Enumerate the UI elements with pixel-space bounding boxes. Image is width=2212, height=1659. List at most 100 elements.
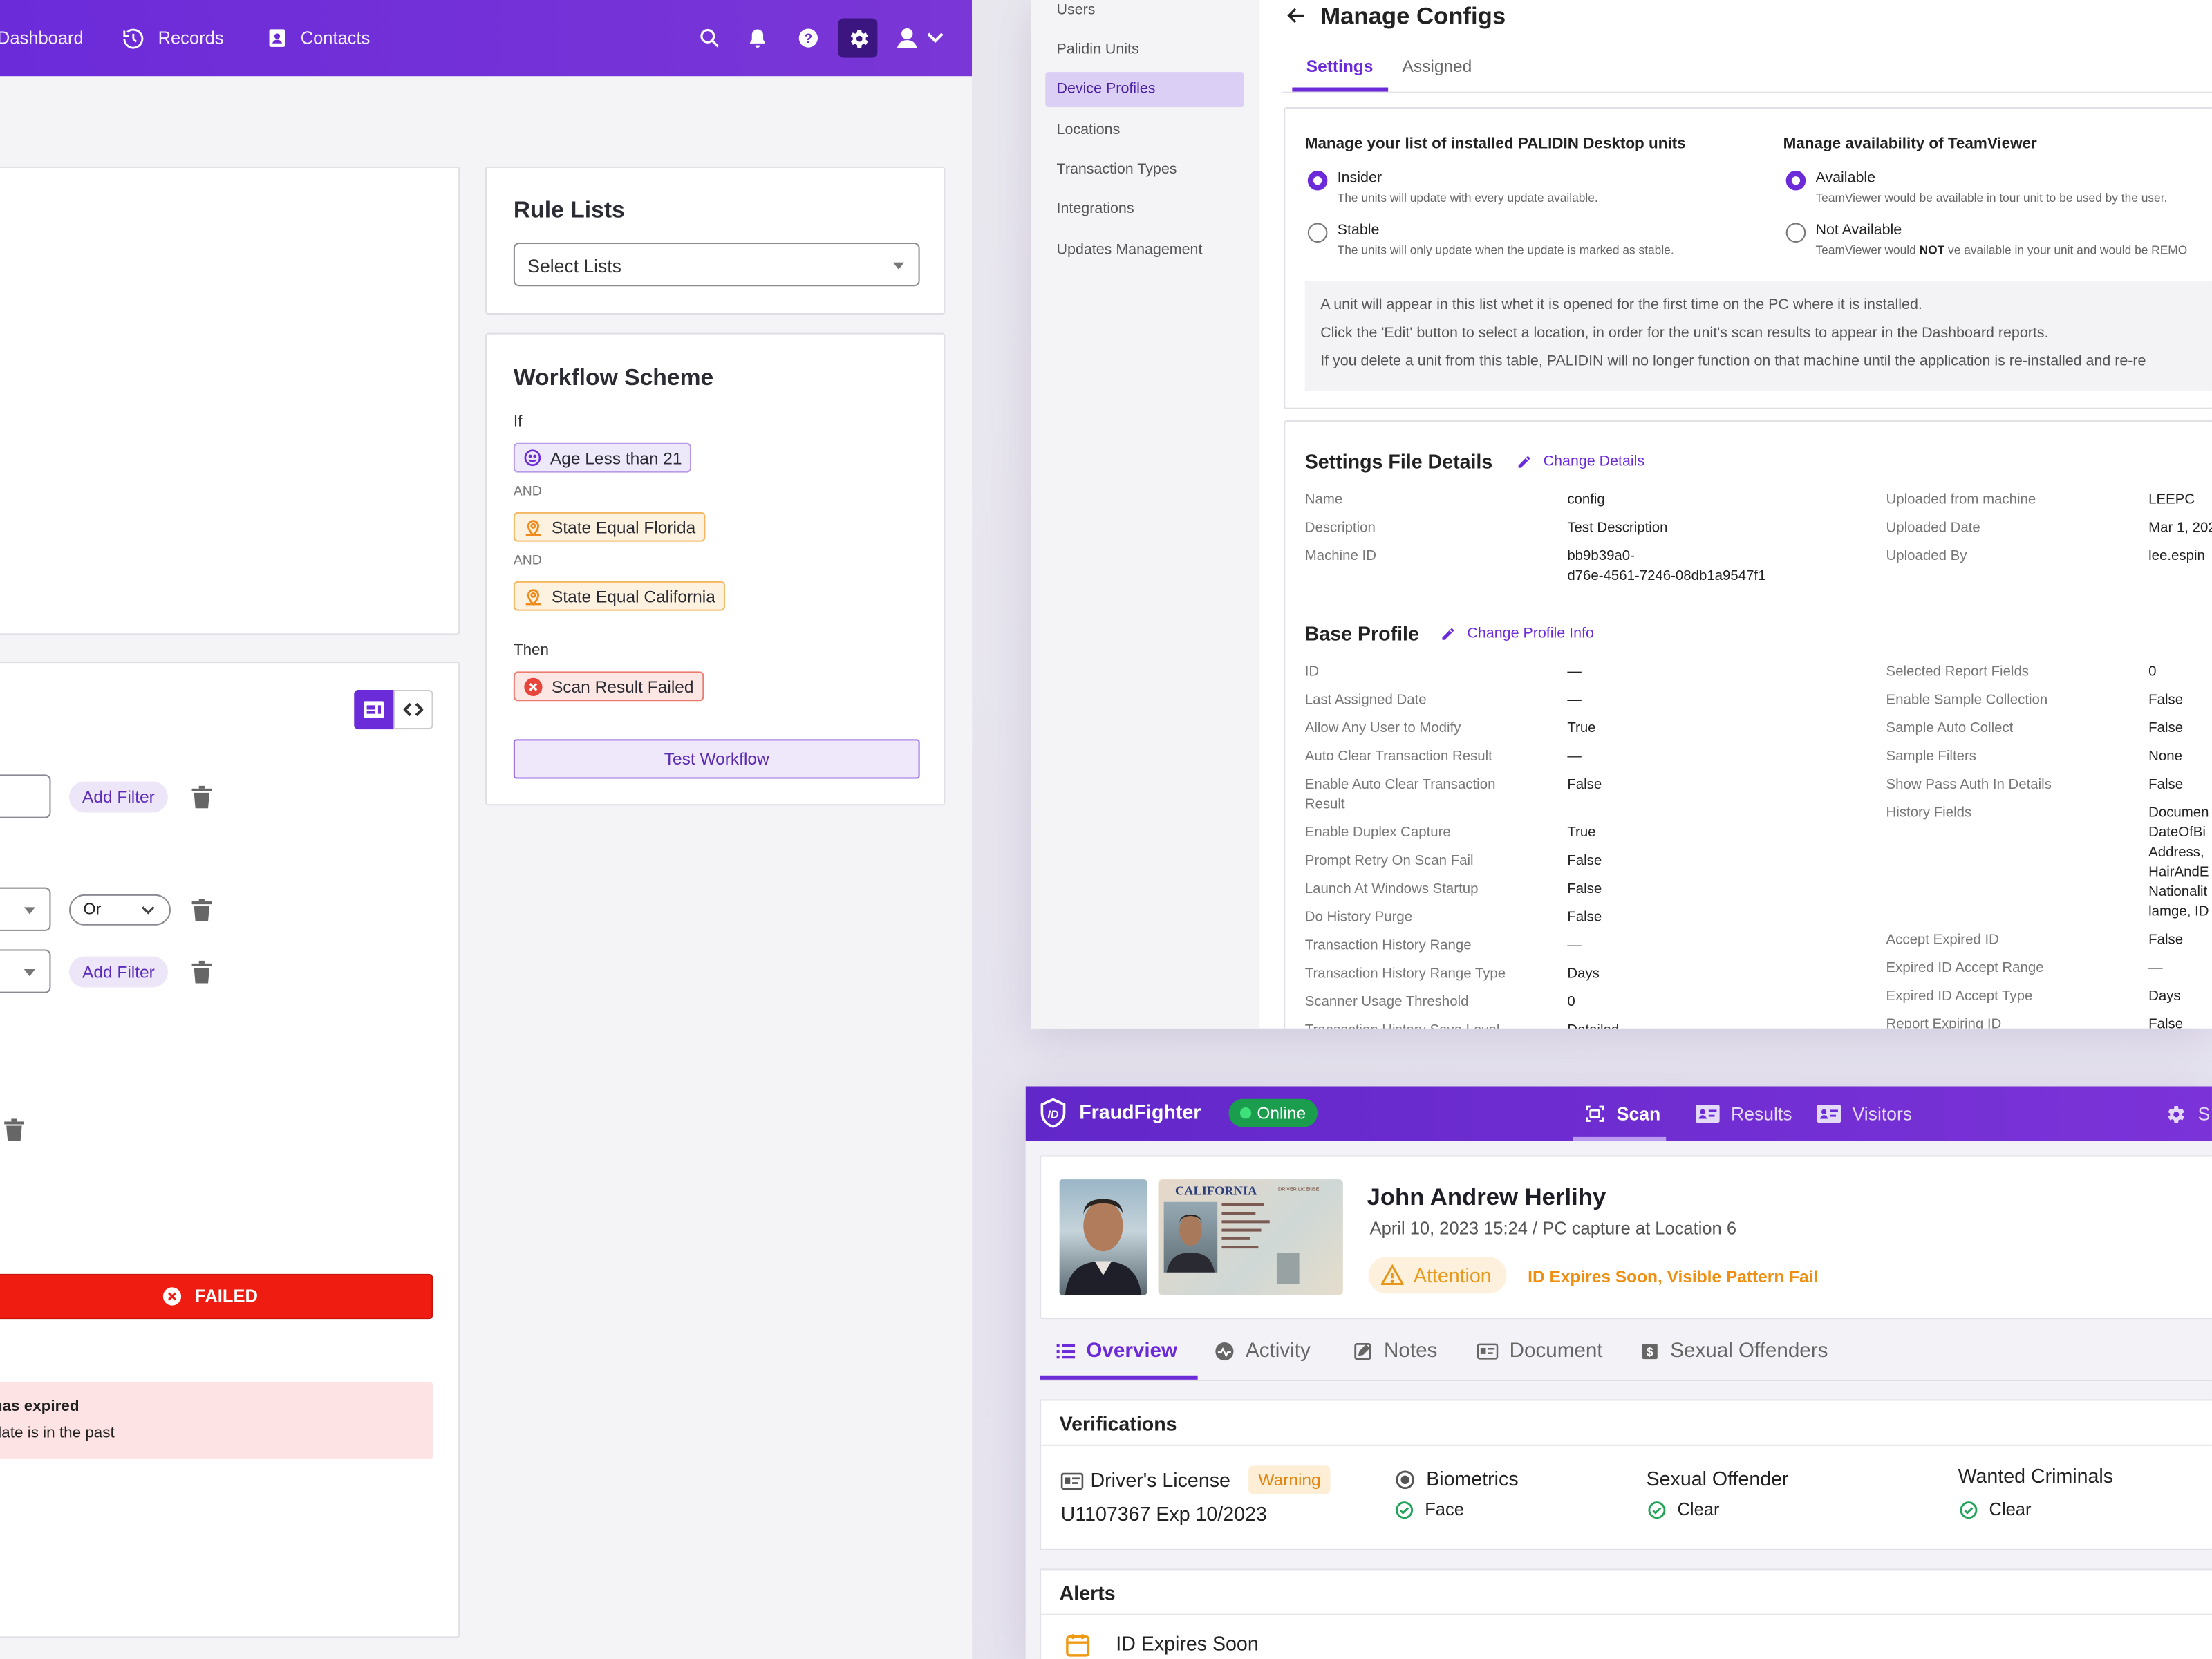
error-circle-icon bbox=[162, 1286, 182, 1306]
divider bbox=[1041, 1613, 2212, 1615]
field-value: — bbox=[1567, 749, 1582, 765]
tab-results[interactable]: Results bbox=[1696, 1086, 1792, 1141]
visual-view-toggle[interactable] bbox=[354, 689, 394, 730]
tab-label: Overview bbox=[1086, 1340, 1178, 1363]
sidebar-item-updates-management[interactable]: Updates Management bbox=[1056, 241, 1203, 259]
nav-records[interactable]: Records bbox=[122, 0, 224, 76]
field-label: Enable Sample Collection bbox=[1886, 693, 2048, 709]
trash-icon[interactable] bbox=[191, 898, 212, 921]
settings-menu[interactable]: S bbox=[2164, 1086, 2210, 1141]
not-available-radio[interactable] bbox=[1785, 223, 1806, 243]
filter-field-input[interactable] bbox=[0, 774, 51, 818]
error-circle-icon bbox=[523, 677, 543, 697]
test-workflow-button[interactable]: Test Workflow bbox=[513, 739, 920, 779]
stable-radio[interactable] bbox=[1307, 223, 1328, 243]
attention-badge: Attention bbox=[1368, 1257, 1508, 1294]
field-label: Machine ID bbox=[1304, 548, 1376, 565]
settings-sidebar: Users Palidin Units Device Profiles Loca… bbox=[1031, 0, 1260, 1029]
trash-icon[interactable] bbox=[4, 1118, 24, 1142]
field-label: Transaction History Range bbox=[1304, 938, 1472, 954]
change-profile-link[interactable]: Change Profile Info bbox=[1441, 625, 1594, 642]
change-details-link[interactable]: Change Details bbox=[1517, 453, 1644, 470]
check-circle-icon bbox=[1395, 1500, 1414, 1519]
biometrics-face-status: Face bbox=[1395, 1499, 1464, 1519]
field-label: Auto Clear Transaction Result bbox=[1304, 749, 1492, 765]
tab-label: Notes bbox=[1384, 1340, 1438, 1363]
add-filter-button[interactable]: Add Filter bbox=[68, 956, 168, 988]
field-label: Prompt Retry On Scan Fail bbox=[1304, 853, 1474, 870]
field-value: Test Description bbox=[1567, 521, 1668, 536]
if-label: If bbox=[513, 413, 523, 431]
tab-activity[interactable]: Activity bbox=[1215, 1333, 1311, 1370]
sidebar-item-locations[interactable]: Locations bbox=[1056, 121, 1121, 138]
sidebar-item-users[interactable]: Users bbox=[1056, 1, 1096, 19]
available-radio[interactable] bbox=[1785, 170, 1806, 191]
add-filter-button[interactable]: Add Filter bbox=[68, 781, 168, 813]
tab-visitors[interactable]: Visitors bbox=[1817, 1086, 1912, 1141]
nav-contacts[interactable]: Contacts bbox=[267, 0, 370, 76]
tab-notes[interactable]: Notes bbox=[1353, 1333, 1437, 1370]
select-lists-dropdown[interactable]: Select Lists bbox=[513, 243, 920, 287]
verifications-title: Verifications bbox=[1059, 1412, 1177, 1435]
result-chip[interactable]: Scan Result Failed bbox=[513, 671, 704, 702]
trash-icon[interactable] bbox=[191, 960, 212, 984]
and-label: AND bbox=[513, 552, 542, 569]
base-profile-title: Base Profile bbox=[1304, 621, 1419, 645]
field-value: Days bbox=[2148, 988, 2181, 1005]
field-value: False bbox=[2148, 693, 2184, 709]
or-operator-select[interactable]: Or bbox=[68, 894, 171, 926]
field-label: Enable Duplex Capture bbox=[1304, 825, 1451, 841]
online-status-badge: Online bbox=[1228, 1098, 1318, 1127]
sidebar-item-palidin-units[interactable]: Palidin Units bbox=[1056, 41, 1139, 58]
settings-gear-icon[interactable] bbox=[838, 18, 878, 58]
help-icon[interactable]: ? bbox=[790, 20, 827, 57]
failed-status-banner: FAILED bbox=[0, 1273, 433, 1320]
condition-chip[interactable]: Age Less than 21 bbox=[513, 442, 692, 473]
condition-chip[interactable]: State Equal California bbox=[513, 581, 726, 611]
filter-field-dropdown[interactable] bbox=[0, 949, 51, 993]
tab-scan[interactable]: Scan bbox=[1584, 1086, 1660, 1141]
field-value: False bbox=[1567, 853, 1602, 870]
alert-item-label: ID Expires Soon bbox=[1116, 1632, 1259, 1655]
field-label: Uploaded Date bbox=[1886, 521, 1980, 536]
gear-icon bbox=[2164, 1103, 2187, 1125]
code-view-toggle[interactable] bbox=[393, 689, 433, 730]
tab-overview[interactable]: Overview bbox=[1056, 1333, 1178, 1370]
insider-radio[interactable] bbox=[1307, 170, 1328, 191]
check-circle-icon bbox=[1648, 1500, 1667, 1519]
field-value: Mar 1, 202 bbox=[2148, 521, 2212, 536]
drivers-license-image[interactable]: CALIFORNIA DRIVER LICENSE bbox=[1158, 1179, 1343, 1295]
field-value: — bbox=[1567, 938, 1582, 954]
user-menu-icon[interactable] bbox=[894, 20, 948, 57]
field-label: Accept Expired ID bbox=[1886, 932, 1999, 948]
document-icon bbox=[1477, 1343, 1499, 1360]
field-value: — bbox=[1567, 693, 1582, 709]
sexual-offender-status: Clear bbox=[1648, 1499, 1719, 1519]
tab-label: Activity bbox=[1246, 1340, 1311, 1363]
back-arrow-icon[interactable] bbox=[1285, 4, 1308, 27]
active-tab-indicator bbox=[1573, 1136, 1667, 1142]
tab-document[interactable]: Document bbox=[1477, 1333, 1603, 1370]
id-logo-icon: ID bbox=[1038, 1098, 1068, 1129]
field-label: Description bbox=[1304, 521, 1376, 536]
sidebar-item-device-profiles[interactable]: Device Profiles bbox=[1045, 72, 1244, 108]
tab-sexual-offenders[interactable]: $ Sexual Offenders bbox=[1640, 1333, 1828, 1370]
face-photo[interactable] bbox=[1059, 1179, 1147, 1295]
tab-settings[interactable]: Settings bbox=[1306, 56, 1374, 77]
sidebar-item-integrations[interactable]: Integrations bbox=[1056, 200, 1134, 218]
svg-text:$: $ bbox=[1647, 1345, 1653, 1359]
check-circle-icon bbox=[1960, 1500, 1978, 1519]
field-label: Last Assigned Date bbox=[1304, 693, 1427, 709]
nav-dashboard[interactable]: Dashboard bbox=[0, 28, 84, 48]
status-dot bbox=[1239, 1107, 1252, 1119]
filter-field-dropdown[interactable] bbox=[0, 887, 51, 931]
sidebar-item-transaction-types[interactable]: Transaction Types bbox=[1056, 160, 1177, 178]
warning-icon bbox=[1380, 1264, 1404, 1286]
bell-icon[interactable] bbox=[739, 20, 776, 57]
tab-assigned[interactable]: Assigned bbox=[1402, 56, 1472, 77]
condition-chip[interactable]: State Equal Florida bbox=[513, 512, 706, 542]
trash-icon[interactable] bbox=[191, 785, 212, 809]
tab-label: Document bbox=[1509, 1340, 1603, 1363]
search-icon[interactable] bbox=[691, 20, 728, 57]
scan-icon bbox=[1584, 1103, 1606, 1125]
